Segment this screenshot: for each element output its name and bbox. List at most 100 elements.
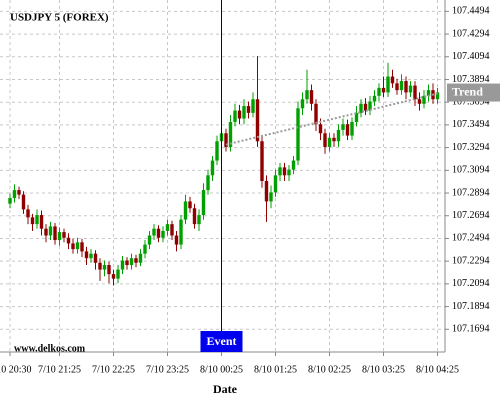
candle-body: [435, 92, 440, 100]
x-tick-label: 8/10 01:25: [254, 364, 297, 375]
candle-body: [174, 235, 179, 245]
event-label-box: [200, 331, 243, 352]
candle-body: [39, 215, 44, 229]
candle-body: [287, 169, 291, 176]
x-tick-label: 7/10 20:30: [0, 364, 32, 375]
y-tick-label: 107.2094: [452, 278, 490, 289]
y-tick-label: 107.4294: [452, 28, 490, 39]
candle-body: [197, 215, 201, 225]
candle-body: [143, 244, 147, 254]
candle-body: [327, 137, 332, 147]
candle-body: [107, 265, 111, 275]
y-tick-label: 107.3494: [452, 119, 490, 130]
candle-body: [350, 121, 354, 136]
y-tick-label: 107.1894: [452, 301, 490, 312]
candle-body: [179, 219, 183, 245]
candle-body: [17, 190, 21, 195]
y-tick-label: 107.3094: [452, 165, 490, 176]
candle-body: [399, 81, 404, 91]
candle-body: [125, 260, 129, 266]
candle-body: [62, 232, 66, 238]
x-tick-label: 8/10 03:25: [362, 364, 405, 375]
candle-body: [228, 121, 233, 147]
candle-body: [147, 235, 152, 245]
x-tick-label: 7/10 22:25: [92, 364, 135, 375]
candle-body: [111, 274, 116, 279]
y-tick-label: 107.2294: [452, 255, 490, 266]
candle-body: [233, 110, 237, 122]
candle-body: [192, 208, 197, 225]
x-tick-label: 8/10 00:25: [200, 364, 243, 375]
candle-body: [413, 85, 417, 100]
candle-body: [66, 237, 71, 244]
candle-body: [264, 180, 269, 202]
watermark: www.delkos.com: [14, 343, 86, 354]
candle-body: [102, 265, 107, 270]
candle-body: [12, 190, 17, 199]
candle-body: [201, 190, 206, 216]
candle-body: [138, 253, 143, 263]
candle-body: [48, 226, 53, 236]
candle-body: [44, 228, 48, 236]
candle-body: [305, 90, 309, 100]
candle-body: [368, 101, 372, 111]
candle-body: [390, 76, 395, 84]
candle-body: [30, 217, 35, 225]
y-tick-label: 107.2694: [452, 210, 490, 221]
y-tick-label: 107.2894: [452, 187, 490, 198]
x-tick-label: 7/10 23:25: [146, 364, 189, 375]
candle-body: [354, 112, 359, 122]
candle-body: [116, 269, 120, 279]
candle-body: [53, 226, 57, 241]
candle-body: [129, 258, 134, 266]
y-tick-label: 107.1694: [452, 324, 490, 335]
y-tick-label: 107.3294: [452, 142, 490, 153]
candle-body: [323, 133, 327, 147]
candle-body: [251, 99, 255, 113]
candle-body: [8, 198, 12, 204]
candle-body: [75, 242, 80, 250]
y-tick-label: 107.4094: [452, 51, 490, 62]
trend-label: Trend: [452, 84, 483, 98]
y-tick-label: 107.3694: [452, 96, 490, 107]
chart-title: USDJPY 5 (FOREX): [10, 12, 109, 24]
candle-body: [260, 141, 264, 181]
candle-body: [35, 215, 39, 225]
y-tick-label: 107.3894: [452, 74, 490, 85]
candle-body: [359, 103, 363, 113]
candle-body: [404, 81, 408, 93]
candle-body: [80, 242, 84, 252]
candle-body: [206, 175, 210, 191]
candle-body: [224, 133, 228, 147]
candle-body: [282, 167, 287, 176]
candle-body: [161, 230, 165, 238]
candle-body: [89, 253, 93, 259]
x-tick-label: 8/10 02:25: [308, 364, 351, 375]
candle-body: [210, 160, 215, 176]
candle-body: [377, 87, 381, 96]
candle-body: [21, 194, 26, 210]
candle-body: [170, 224, 174, 236]
event-label: Event: [207, 334, 237, 348]
candle-body: [84, 251, 89, 259]
candle-body: [269, 192, 273, 202]
y-tick-label: 107.4494: [452, 6, 490, 17]
candle-body: [395, 83, 399, 91]
candle-body: [183, 201, 188, 220]
candle-body: [341, 124, 345, 130]
candle-body: [345, 124, 350, 136]
candle-body: [386, 76, 390, 93]
candle-body: [134, 258, 138, 263]
candle-body: [426, 90, 431, 96]
x-tick-label: 7/10 21:25: [38, 364, 81, 375]
candle-body: [422, 95, 426, 104]
trend-label-box: [447, 83, 500, 102]
candle-body: [408, 85, 413, 93]
candle-body: [314, 103, 318, 125]
candle-body: [26, 209, 30, 218]
candle-body: [57, 232, 62, 241]
candle-body: [363, 103, 368, 111]
